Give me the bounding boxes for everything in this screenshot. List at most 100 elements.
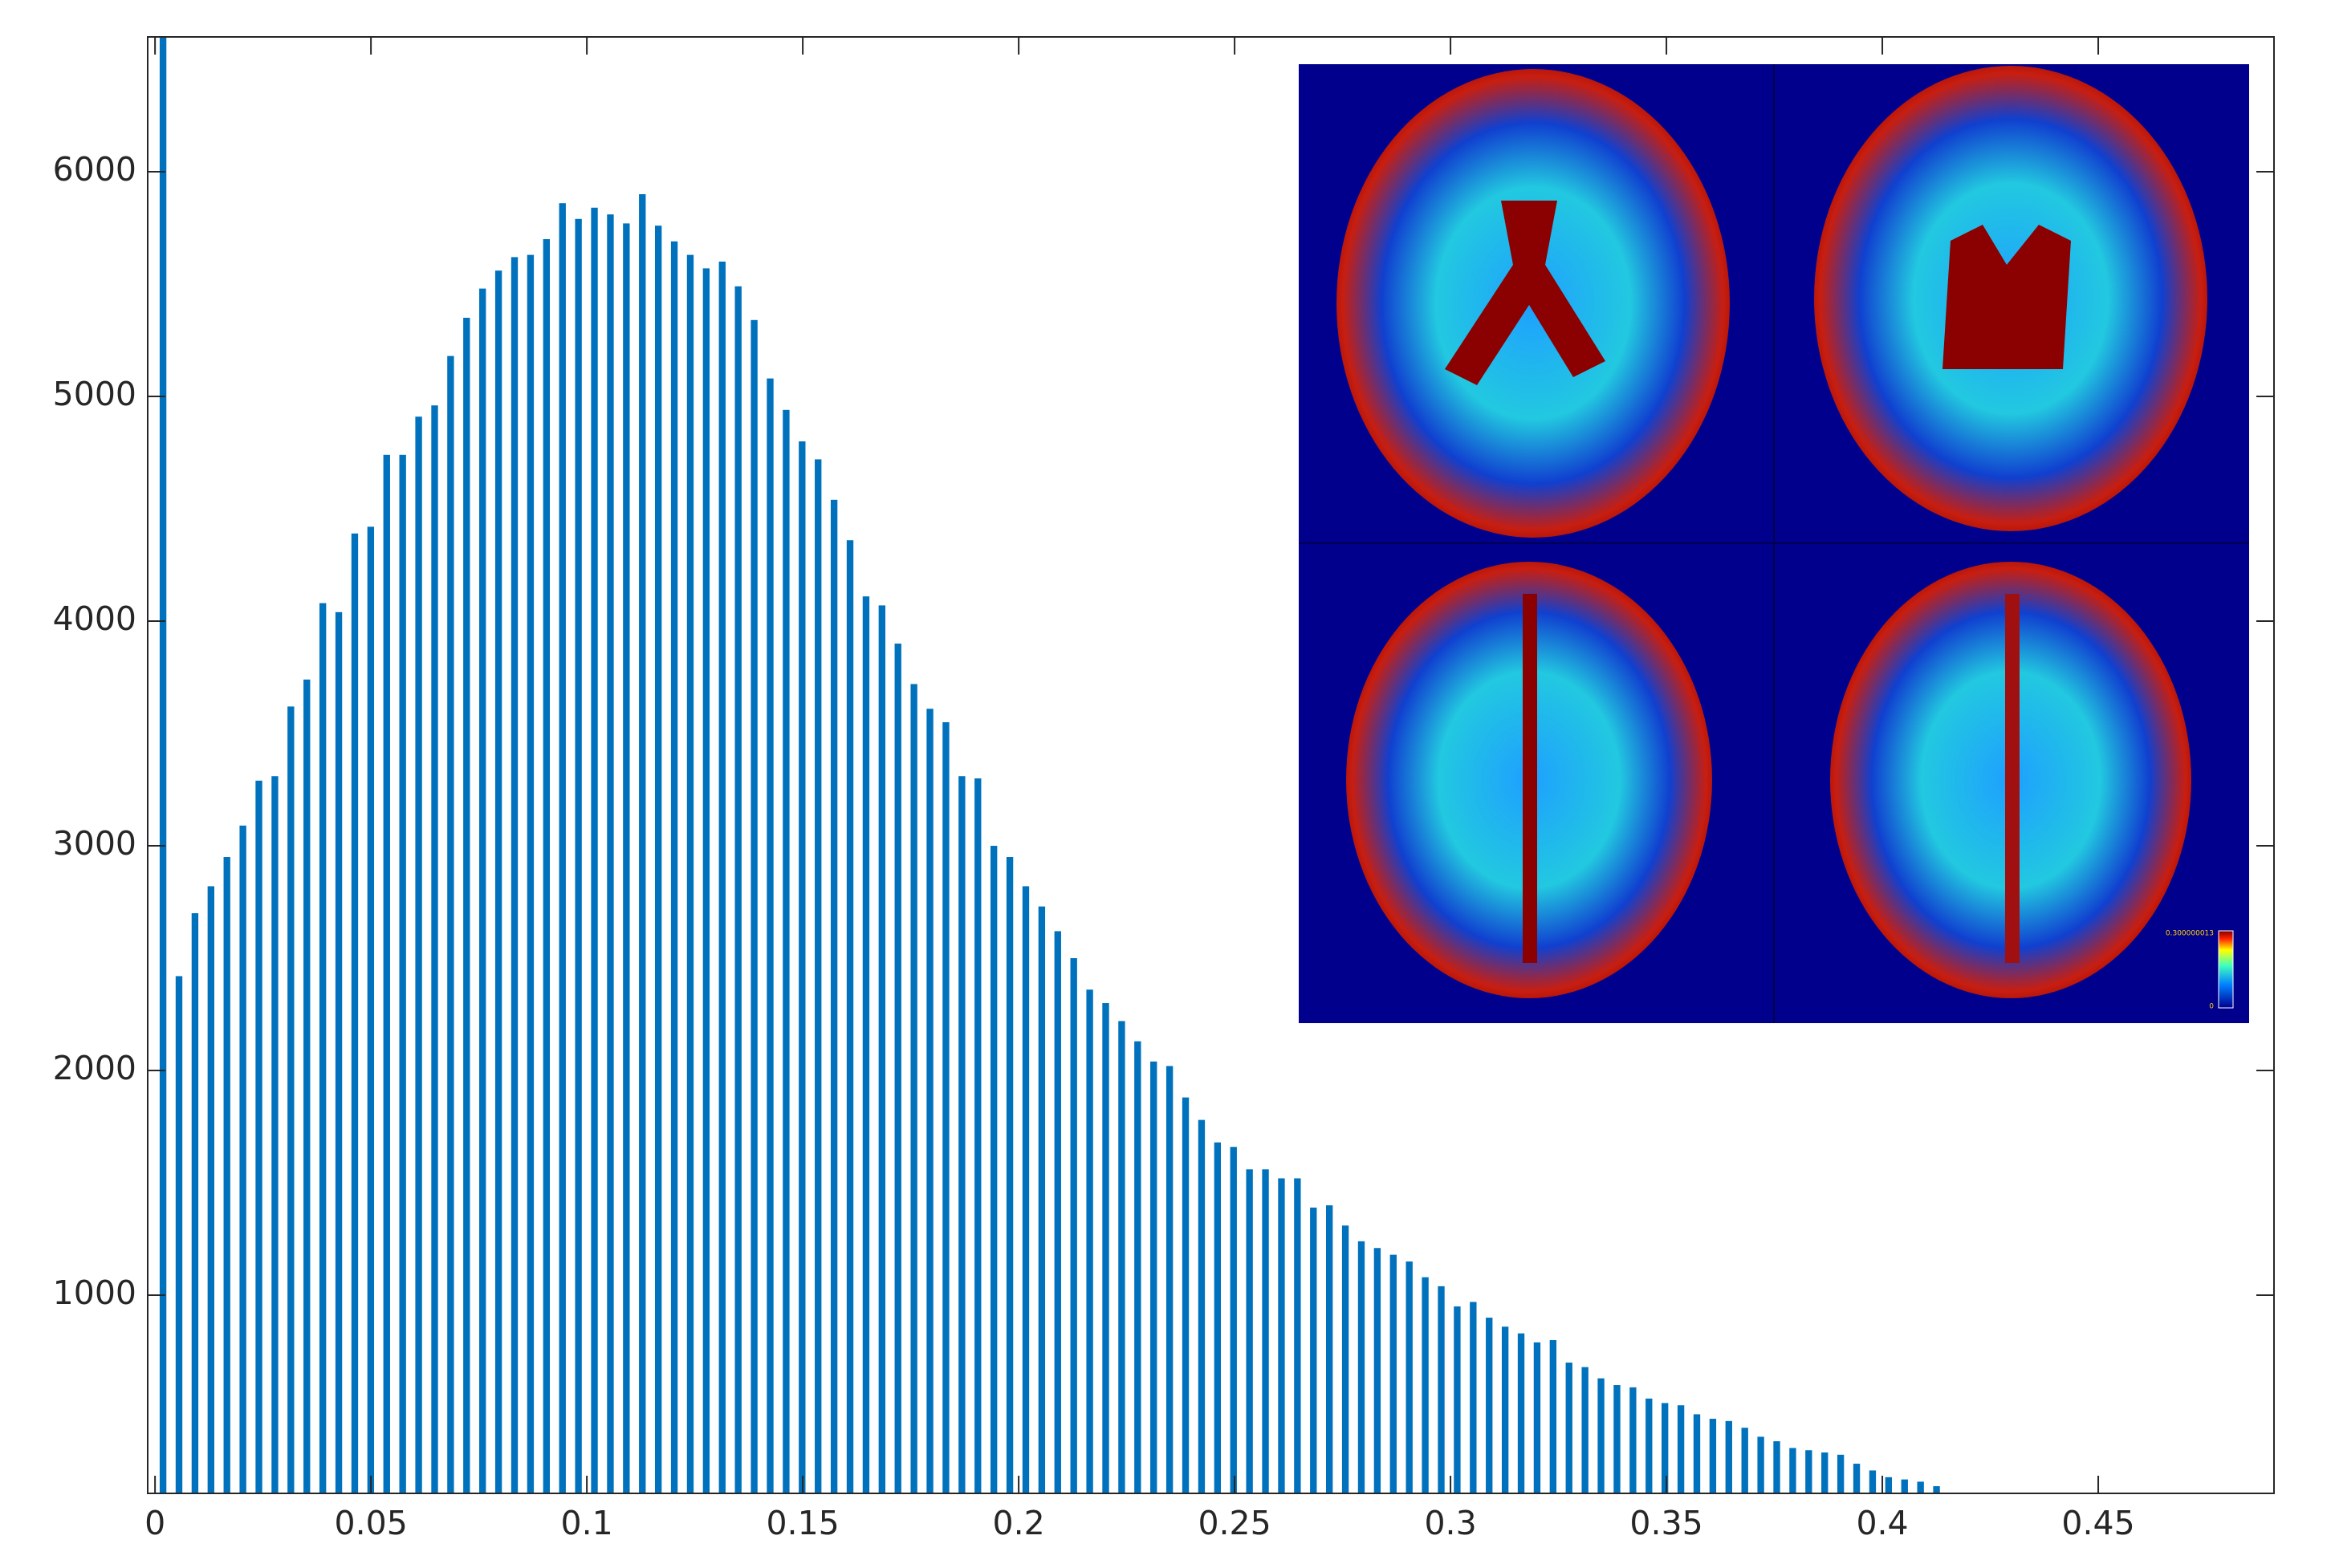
bar: [159, 37, 167, 1493]
bar: [1933, 1486, 1940, 1493]
bar: [1165, 1066, 1174, 1493]
bar: [351, 533, 359, 1493]
bar: [1741, 1428, 1748, 1493]
bar: [431, 405, 438, 1493]
bar: [494, 270, 502, 1493]
bar: [2013, 1497, 2020, 1501]
brain-ventricle: [1942, 225, 2071, 369]
bar: [1693, 1414, 1701, 1493]
bar: [1022, 886, 1030, 1493]
bar: [559, 203, 566, 1493]
bar: [670, 241, 678, 1493]
bar: [1662, 1403, 1669, 1493]
bar: [1789, 1448, 1796, 1493]
bar: [1454, 1306, 1461, 1493]
bar: [926, 709, 934, 1493]
bar: [1294, 1178, 1301, 1493]
bar: [543, 239, 551, 1493]
bar: [1357, 1241, 1365, 1493]
brain-fissure: [1523, 594, 1537, 963]
bar: [974, 778, 982, 1493]
bar: [287, 706, 295, 1493]
bar: [1629, 1387, 1637, 1493]
bar: [479, 288, 486, 1493]
bar: [1965, 1493, 1971, 1501]
bar: [1118, 1021, 1125, 1493]
bar: [383, 454, 390, 1493]
x-tick-label: 0.15: [766, 1504, 839, 1542]
bar: [511, 257, 519, 1493]
brain-ventricle: [1445, 201, 1605, 385]
x-tick-label: 0.1: [561, 1504, 613, 1542]
bar: [1006, 857, 1014, 1493]
bar: [1981, 1495, 1987, 1501]
bar: [591, 207, 598, 1493]
y-tick-label: 1000: [53, 1273, 136, 1312]
x-tick-label: 0: [144, 1504, 165, 1542]
colorbar-label: 0: [2209, 1003, 2214, 1011]
bar: [1230, 1147, 1237, 1493]
bar: [1645, 1398, 1653, 1493]
bar: [942, 722, 950, 1493]
bar: [910, 684, 917, 1493]
bar: [175, 976, 183, 1493]
bar: [1278, 1178, 1285, 1493]
bar: [1422, 1277, 1429, 1493]
x-tick-label: 0.35: [1629, 1504, 1702, 1542]
bar: [2157, 1501, 2163, 1515]
bar: [1405, 1261, 1413, 1493]
bar: [1613, 1385, 1621, 1493]
x-tick-label: 0.05: [334, 1504, 407, 1542]
bar: [1805, 1450, 1812, 1493]
x-tick-label: 0.25: [1198, 1504, 1271, 1542]
bar: [527, 254, 535, 1493]
x-tick-label: 0.3: [1424, 1504, 1476, 1542]
bar: [239, 825, 246, 1493]
bar: [335, 611, 343, 1493]
bar: [1246, 1169, 1253, 1493]
bar: [958, 776, 966, 1493]
bar: [1341, 1225, 1349, 1493]
bar: [1533, 1342, 1541, 1493]
bar: [1725, 1420, 1732, 1493]
bar: [1038, 906, 1046, 1493]
bar: [415, 416, 422, 1493]
bar: [1517, 1333, 1525, 1493]
bar: [1086, 989, 1093, 1493]
x-tick-label: 0.2: [992, 1504, 1044, 1542]
bar: [1773, 1441, 1780, 1493]
bar: [1885, 1477, 1893, 1493]
y-tick-label: 5000: [53, 375, 136, 413]
bar: [463, 318, 470, 1493]
bar: [1501, 1326, 1509, 1493]
bar: [1182, 1097, 1190, 1493]
colorbar-label: 0.300000013: [2166, 930, 2214, 938]
bar: [1438, 1286, 1445, 1493]
bar: [1837, 1454, 1845, 1493]
bar: [1262, 1169, 1269, 1493]
bar: [862, 596, 870, 1493]
bar: [2045, 1501, 2052, 1502]
bar: [1054, 931, 1061, 1493]
bar: [2205, 1501, 2211, 1517]
axes-box: [147, 36, 2275, 1494]
brain-fissure: [2005, 594, 2020, 963]
bar: [990, 846, 998, 1493]
bar: [2141, 1501, 2147, 1515]
bar: [1949, 1493, 1955, 1501]
bar: [1549, 1340, 1557, 1493]
bar: [2221, 1501, 2227, 1519]
bar: [2061, 1501, 2068, 1502]
bar: [623, 223, 630, 1493]
bar: [191, 913, 199, 1493]
bar: [815, 459, 822, 1493]
bar: [1565, 1363, 1572, 1493]
bar: [846, 540, 854, 1493]
bar: [894, 644, 901, 1493]
bar: [1821, 1452, 1829, 1493]
y-tick-label: 3000: [53, 824, 136, 863]
bar: [654, 225, 662, 1493]
bar: [1070, 958, 1077, 1493]
bar: [1597, 1378, 1605, 1493]
bar: [1677, 1405, 1685, 1493]
